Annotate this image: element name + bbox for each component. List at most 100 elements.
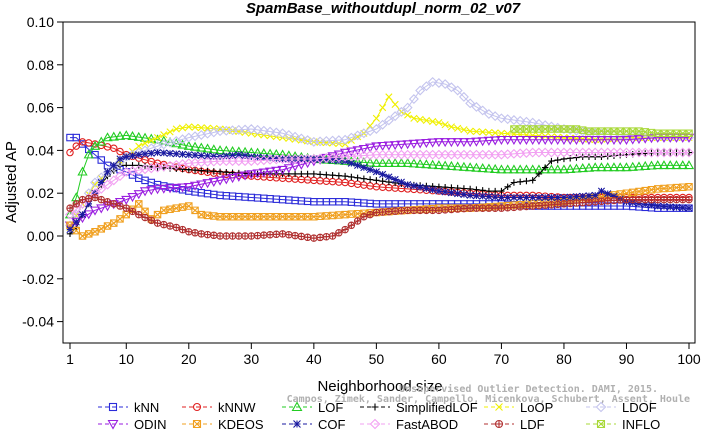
data-point xyxy=(121,195,132,205)
watermark-line-1: Unsupervised Outlier Detection. DAMI, 20… xyxy=(399,383,658,395)
data-point xyxy=(435,187,443,195)
data-point xyxy=(96,183,107,194)
data-point xyxy=(110,219,118,227)
data-point xyxy=(91,227,99,236)
data-point xyxy=(172,125,180,133)
data-point xyxy=(610,196,618,205)
data-point xyxy=(366,210,374,219)
data-point xyxy=(241,232,249,240)
data-point xyxy=(560,193,568,202)
data-point xyxy=(627,135,638,145)
data-point xyxy=(408,94,419,105)
data-point xyxy=(203,230,212,239)
data-point xyxy=(66,204,74,212)
data-point xyxy=(97,225,106,233)
data-point xyxy=(502,164,513,174)
x-tick-label: 1 xyxy=(66,351,74,367)
data-point xyxy=(471,101,482,112)
y-tick-label: 0.04 xyxy=(27,142,54,158)
data-point xyxy=(133,190,144,200)
data-point xyxy=(665,133,676,143)
data-point xyxy=(454,184,461,192)
data-point xyxy=(185,228,193,236)
data-point xyxy=(141,150,149,158)
data-point xyxy=(615,162,626,172)
data-point xyxy=(558,164,570,174)
x-tick-label: 50 xyxy=(369,351,385,367)
data-point xyxy=(527,135,538,146)
data-point xyxy=(83,149,94,159)
data-point xyxy=(477,137,488,147)
data-point xyxy=(535,132,543,140)
data-point xyxy=(339,148,351,158)
data-point xyxy=(640,160,651,170)
data-point xyxy=(647,201,656,209)
data-point xyxy=(571,163,582,173)
data-point xyxy=(160,149,168,157)
data-point xyxy=(116,155,124,163)
data-point xyxy=(378,208,387,216)
data-point xyxy=(671,160,682,170)
data-point xyxy=(646,134,657,144)
series-line xyxy=(69,96,689,228)
data-point xyxy=(91,150,99,159)
data-point xyxy=(654,202,662,210)
data-point xyxy=(178,124,187,132)
data-point xyxy=(189,141,201,151)
data-point xyxy=(641,200,649,208)
y-tick-label: 0.06 xyxy=(27,100,54,116)
data-point xyxy=(466,185,474,193)
plot-frame xyxy=(62,21,696,344)
data-point xyxy=(510,193,518,202)
data-point xyxy=(264,167,276,177)
data-point xyxy=(347,221,356,229)
data-point xyxy=(408,139,420,149)
data-point xyxy=(141,139,149,147)
data-point xyxy=(383,115,394,126)
data-point xyxy=(260,154,268,162)
data-point xyxy=(97,156,106,164)
data-point xyxy=(160,220,168,229)
data-point xyxy=(291,401,303,412)
legend-item-fastabod: FastABOD xyxy=(360,417,458,432)
data-point xyxy=(239,171,251,181)
data-point xyxy=(329,156,337,164)
data-point xyxy=(552,135,563,146)
data-point xyxy=(360,175,368,182)
data-point xyxy=(310,170,318,178)
data-point xyxy=(178,203,187,211)
legend-item-knnw: kNNW xyxy=(182,400,256,415)
data-point xyxy=(502,135,513,146)
data-point xyxy=(372,114,380,122)
data-point xyxy=(210,152,218,160)
data-point xyxy=(122,153,130,161)
data-point xyxy=(641,186,649,195)
data-point xyxy=(66,225,74,234)
data-point xyxy=(85,200,93,208)
data-point xyxy=(454,124,462,132)
data-point xyxy=(108,131,119,141)
data-point xyxy=(78,232,87,240)
data-point xyxy=(558,135,570,146)
data-point xyxy=(460,126,468,134)
x-tick-label: 10 xyxy=(118,351,134,367)
data-point xyxy=(521,135,532,146)
legend-item-inflo: INFLO xyxy=(586,417,660,432)
data-point xyxy=(408,158,420,168)
data-point xyxy=(272,230,281,238)
data-point xyxy=(152,185,163,195)
data-point xyxy=(472,192,481,200)
data-point xyxy=(541,201,549,209)
data-point xyxy=(440,160,451,170)
data-point xyxy=(529,193,537,202)
data-point xyxy=(204,167,211,175)
legend-label: ODIN xyxy=(134,417,167,432)
data-point xyxy=(522,202,531,211)
data-point xyxy=(102,167,113,178)
data-point xyxy=(96,136,107,146)
data-point xyxy=(497,193,506,202)
data-point xyxy=(414,158,426,168)
data-point xyxy=(72,218,80,226)
data-point xyxy=(366,122,374,130)
